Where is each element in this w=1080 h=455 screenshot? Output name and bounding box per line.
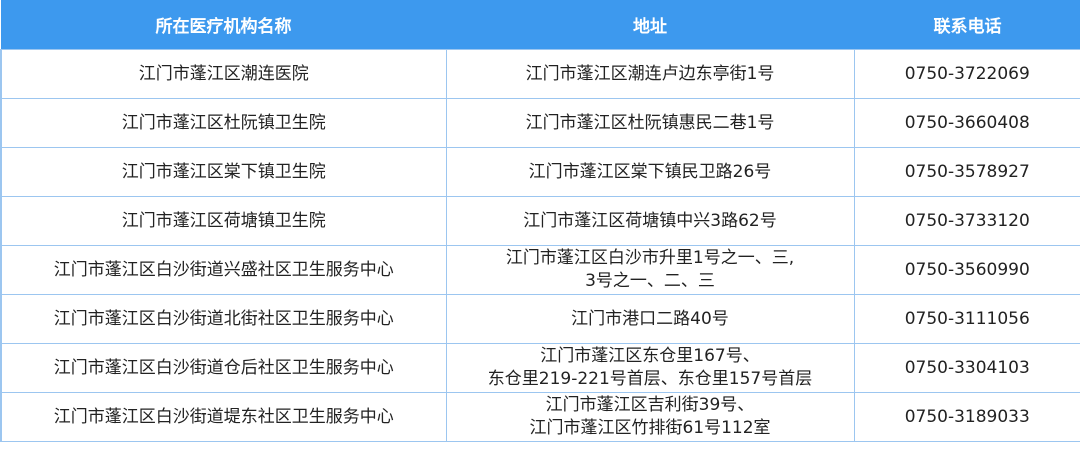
address-line: 江门市蓬江区白沙市升里1号之一、三, [505, 248, 795, 268]
cell-address: 江门市蓬江区荷塘镇中兴3路62号 [445, 196, 855, 246]
cell-name: 江门市蓬江区荷塘镇卫生院 [0, 196, 447, 246]
table-row: 江门市蓬江区白沙街道堤东社区卫生服务中心 江门市蓬江区吉利街39号、 江门市蓬江区竹… [0, 392, 1080, 442]
cell-address: 江门市港口二路40号 [445, 294, 855, 344]
table-row: 江门市蓬江区荷塘镇卫生院 江门市蓬江区荷塘镇中兴3路62号 0750-3733120 [0, 196, 1080, 246]
address-line: 江门市蓬江区杜阮镇惠民二巷1号 [525, 112, 775, 133]
table-row: 江门市蓬江区白沙街道兴盛社区卫生服务中心 江门市蓬江区白沙市升里1号之一、三, 3号… [0, 245, 1080, 295]
cell-name: 江门市蓬江区白沙街道兴盛社区卫生服务中心 [0, 245, 447, 295]
address-line: 江门市蓬江区荷塘镇中兴3路62号 [523, 210, 777, 231]
cell-name: 江门市蓬江区杜阮镇卫生院 [0, 98, 447, 148]
cell-phone: 0750-3304103 [853, 343, 1080, 393]
cell-address: 江门市蓬江区杜阮镇惠民二巷1号 [445, 98, 855, 148]
address-line: 江门市蓬江区潮连卢边东亭街1号 [525, 63, 775, 84]
cell-name: 江门市蓬江区白沙街道堤东社区卫生服务中心 [0, 392, 447, 442]
address-line: 江门市蓬江区吉利街39号、 [545, 395, 755, 415]
cell-phone: 0750-3560990 [853, 245, 1080, 295]
address-line: 江门市蓬江区竹排街61号112室 [529, 418, 771, 438]
cell-address: 江门市蓬江区潮连卢边东亭街1号 [445, 49, 855, 99]
cell-address: 江门市蓬江区棠下镇民卫路26号 [445, 147, 855, 197]
cell-address: 江门市蓬江区吉利街39号、 江门市蓬江区竹排街61号112室 [445, 392, 855, 442]
header-phone: 联系电话 [854, 0, 1080, 50]
cell-phone: 0750-3578927 [853, 147, 1080, 197]
clinic-table: 所在医疗机构名称 地址 联系电话 江门市蓬江区潮连医院 江门市蓬江区潮连卢边东亭街… [0, 0, 1080, 442]
cell-address: 江门市蓬江区东仓里167号、东仓里219-221号首层、东仓里157号首层 [445, 343, 855, 393]
cell-phone: 0750-3111056 [853, 294, 1080, 344]
address-line: 3号之一、二、三 [585, 271, 715, 291]
address-line: 江门市蓬江区东仓里167号、 [540, 346, 760, 366]
cell-phone: 0750-3660408 [853, 98, 1080, 148]
cell-name: 江门市蓬江区白沙街道仓后社区卫生服务中心 [0, 343, 447, 393]
address-line: 江门市港口二路40号 [571, 308, 729, 329]
cell-phone: 0750-3733120 [853, 196, 1080, 246]
header-name: 所在医疗机构名称 [1, 0, 446, 50]
table-row: 江门市蓬江区白沙街道仓后社区卫生服务中心 江门市蓬江区东仓里167号、 东仓里219… [0, 343, 1080, 393]
cell-address: 江门市蓬江区白沙市升里1号之一、三, 3号之一、二、三 [445, 245, 855, 295]
table-row: 江门市蓬江区白沙街道北街社区卫生服务中心 江门市港口二路40号 0750-31110… [0, 294, 1080, 344]
cell-phone: 0750-3722069 [853, 49, 1080, 99]
cell-name: 江门市蓬江区棠下镇卫生院 [0, 147, 447, 197]
table-row: 江门市蓬江区杜阮镇卫生院 江门市蓬江区杜阮镇惠民二巷1号 0750-3660408 [0, 98, 1080, 148]
cell-name: 江门市蓬江区潮连医院 [0, 49, 447, 99]
cell-phone: 0750-3189033 [853, 392, 1080, 442]
table-row: 江门市蓬江区潮连医院 江门市蓬江区潮连卢边东亭街1号 0750-3722069 [0, 49, 1080, 99]
header-address: 地址 [446, 0, 854, 50]
address-line: 江门市蓬江区棠下镇民卫路26号 [528, 161, 772, 182]
cell-name: 江门市蓬江区白沙街道北街社区卫生服务中心 [0, 294, 447, 344]
address-line: 东仓里219-221号首层、东仓里157号首层 [487, 369, 813, 389]
table-header-row: 所在医疗机构名称 地址 联系电话 [1, 0, 1080, 50]
table-row: 江门市蓬江区棠下镇卫生院 江门市蓬江区棠下镇民卫路26号 0750-3578927 [0, 147, 1080, 197]
